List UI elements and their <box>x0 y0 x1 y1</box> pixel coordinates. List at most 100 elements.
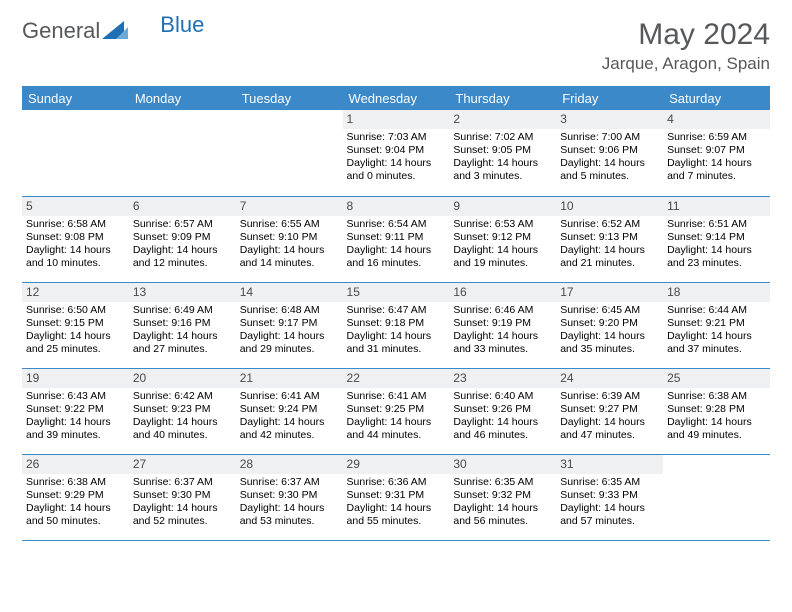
day-details: Sunrise: 6:51 AMSunset: 9:14 PMDaylight:… <box>667 218 766 271</box>
day-details: Sunrise: 6:39 AMSunset: 9:27 PMDaylight:… <box>560 390 659 443</box>
day-number: 8 <box>343 197 450 216</box>
day-details: Sunrise: 6:53 AMSunset: 9:12 PMDaylight:… <box>453 218 552 271</box>
day-cell-21: 21 Sunrise: 6:41 AMSunset: 9:24 PMDayligh… <box>236 368 343 454</box>
empty-cell <box>129 110 236 196</box>
calendar-row: 26Sunrise: 6:38 AMSunset: 9:29 PMDayligh… <box>22 454 770 540</box>
day-details: Sunrise: 7:00 AMSunset: 9:06 PMDaylight:… <box>560 131 659 184</box>
day-details: Sunrise: 6:41 AMSunset: 9:24 PMDaylight:… <box>240 390 339 443</box>
day-number: 1 <box>343 110 450 129</box>
day-number: 17 <box>556 283 663 302</box>
day-details: Sunrise: 6:46 AMSunset: 9:19 PMDaylight:… <box>453 304 552 357</box>
location: Jarque, Aragon, Spain <box>602 54 770 74</box>
day-number: 19 <box>22 369 129 388</box>
day-details: Sunrise: 6:55 AMSunset: 9:10 PMDaylight:… <box>240 218 339 271</box>
day-number: 30 <box>449 455 556 474</box>
day-cell-6: 6Sunrise: 6:57 AMSunset: 9:09 PMDaylight… <box>129 196 236 282</box>
day-details: Sunrise: 6:57 AMSunset: 9:09 PMDaylight:… <box>133 218 232 271</box>
day-details: Sunrise: 6:54 AMSunset: 9:11 PMDaylight:… <box>347 218 446 271</box>
day-number: 25 <box>663 369 770 388</box>
day-number: 31 <box>556 455 663 474</box>
logo-text-2: Blue <box>160 12 204 38</box>
day-details: Sunrise: 6:43 AMSunset: 9:22 PMDaylight:… <box>26 390 125 443</box>
empty-cell <box>663 454 770 540</box>
day-number: 15 <box>343 283 450 302</box>
calendar-row: 12 Sunrise: 6:50 AMSunset: 9:15 PMDayligh… <box>22 282 770 368</box>
day-header-wednesday: Wednesday <box>343 87 450 111</box>
day-number: 26 <box>22 455 129 474</box>
day-number: 21 <box>236 369 343 388</box>
logo-text-1: General <box>22 18 100 44</box>
day-cell-14: 14 Sunrise: 6:48 AMSunset: 9:17 PMDayligh… <box>236 282 343 368</box>
empty-cell <box>236 110 343 196</box>
day-cell-19: 19 Sunrise: 6:43 AMSunset: 9:22 PMDayligh… <box>22 368 129 454</box>
day-number: 27 <box>129 455 236 474</box>
day-details: Sunrise: 7:03 AMSunset: 9:04 PMDaylight:… <box>347 131 446 184</box>
calendar: SundayMondayTuesdayWednesdayThursdayFrid… <box>22 86 770 541</box>
day-cell-15: 15 Sunrise: 6:47 AMSunset: 9:18 PMDayligh… <box>343 282 450 368</box>
day-cell-22: 22 Sunrise: 6:41 AMSunset: 9:25 PMDayligh… <box>343 368 450 454</box>
calendar-body: 1 Sunrise: 7:03 AMSunset: 9:04 PMDaylight… <box>22 110 770 540</box>
day-number: 28 <box>236 455 343 474</box>
day-cell-10: 10Sunrise: 6:52 AMSunset: 9:13 PMDayligh… <box>556 196 663 282</box>
day-details: Sunrise: 6:47 AMSunset: 9:18 PMDaylight:… <box>347 304 446 357</box>
day-details: Sunrise: 6:48 AMSunset: 9:17 PMDaylight:… <box>240 304 339 357</box>
day-cell-11: 11 Sunrise: 6:51 AMSunset: 9:14 PMDayligh… <box>663 196 770 282</box>
day-cell-16: 16 Sunrise: 6:46 AMSunset: 9:19 PMDayligh… <box>449 282 556 368</box>
logo-triangle-icon <box>102 19 128 44</box>
day-number: 12 <box>22 283 129 302</box>
title-block: May 2024 Jarque, Aragon, Spain <box>602 18 770 74</box>
day-number: 22 <box>343 369 450 388</box>
day-number: 5 <box>22 197 129 216</box>
day-number: 11 <box>663 197 770 216</box>
day-cell-24: 24 Sunrise: 6:39 AMSunset: 9:27 PMDayligh… <box>556 368 663 454</box>
day-details: Sunrise: 6:40 AMSunset: 9:26 PMDaylight:… <box>453 390 552 443</box>
day-details: Sunrise: 6:50 AMSunset: 9:15 PMDaylight:… <box>26 304 125 357</box>
day-number: 9 <box>449 197 556 216</box>
day-number: 14 <box>236 283 343 302</box>
day-cell-25: 25 Sunrise: 6:38 AMSunset: 9:28 PMDayligh… <box>663 368 770 454</box>
day-number: 24 <box>556 369 663 388</box>
day-number: 7 <box>236 197 343 216</box>
day-details: Sunrise: 6:49 AMSunset: 9:16 PMDaylight:… <box>133 304 232 357</box>
day-header-monday: Monday <box>129 87 236 111</box>
day-cell-13: 13Sunrise: 6:49 AMSunset: 9:16 PMDayligh… <box>129 282 236 368</box>
day-cell-31: 31 Sunrise: 6:35 AMSunset: 9:33 PMDayligh… <box>556 454 663 540</box>
month-title: May 2024 <box>602 18 770 52</box>
day-cell-5: 5Sunrise: 6:58 AMSunset: 9:08 PMDaylight… <box>22 196 129 282</box>
day-number: 23 <box>449 369 556 388</box>
day-cell-3: 3 Sunrise: 7:00 AMSunset: 9:06 PMDaylight… <box>556 110 663 196</box>
day-header-saturday: Saturday <box>663 87 770 111</box>
day-cell-27: 27Sunrise: 6:37 AMSunset: 9:30 PMDayligh… <box>129 454 236 540</box>
day-details: Sunrise: 6:37 AMSunset: 9:30 PMDaylight:… <box>240 476 339 529</box>
day-number: 3 <box>556 110 663 129</box>
day-details: Sunrise: 6:45 AMSunset: 9:20 PMDaylight:… <box>560 304 659 357</box>
day-details: Sunrise: 6:35 AMSunset: 9:33 PMDaylight:… <box>560 476 659 529</box>
day-header-friday: Friday <box>556 87 663 111</box>
header: General Blue May 2024 Jarque, Aragon, Sp… <box>22 18 770 74</box>
day-cell-26: 26Sunrise: 6:38 AMSunset: 9:29 PMDayligh… <box>22 454 129 540</box>
day-cell-1: 1 Sunrise: 7:03 AMSunset: 9:04 PMDaylight… <box>343 110 450 196</box>
day-cell-20: 20Sunrise: 6:42 AMSunset: 9:23 PMDayligh… <box>129 368 236 454</box>
day-number: 20 <box>129 369 236 388</box>
empty-cell <box>22 110 129 196</box>
day-details: Sunrise: 6:38 AMSunset: 9:28 PMDaylight:… <box>667 390 766 443</box>
day-number: 16 <box>449 283 556 302</box>
day-cell-9: 9 Sunrise: 6:53 AMSunset: 9:12 PMDaylight… <box>449 196 556 282</box>
day-details: Sunrise: 6:35 AMSunset: 9:32 PMDaylight:… <box>453 476 552 529</box>
day-cell-28: 28 Sunrise: 6:37 AMSunset: 9:30 PMDayligh… <box>236 454 343 540</box>
day-cell-17: 17 Sunrise: 6:45 AMSunset: 9:20 PMDayligh… <box>556 282 663 368</box>
day-number: 29 <box>343 455 450 474</box>
day-cell-29: 29Sunrise: 6:36 AMSunset: 9:31 PMDayligh… <box>343 454 450 540</box>
day-cell-7: 7 Sunrise: 6:55 AMSunset: 9:10 PMDaylight… <box>236 196 343 282</box>
day-details: Sunrise: 6:41 AMSunset: 9:25 PMDaylight:… <box>347 390 446 443</box>
calendar-row: 1 Sunrise: 7:03 AMSunset: 9:04 PMDaylight… <box>22 110 770 196</box>
day-header-row: SundayMondayTuesdayWednesdayThursdayFrid… <box>22 87 770 111</box>
calendar-row: 5Sunrise: 6:58 AMSunset: 9:08 PMDaylight… <box>22 196 770 282</box>
day-details: Sunrise: 6:44 AMSunset: 9:21 PMDaylight:… <box>667 304 766 357</box>
day-header-sunday: Sunday <box>22 87 129 111</box>
day-details: Sunrise: 6:59 AMSunset: 9:07 PMDaylight:… <box>667 131 766 184</box>
day-header-thursday: Thursday <box>449 87 556 111</box>
day-cell-4: 4 Sunrise: 6:59 AMSunset: 9:07 PMDaylight… <box>663 110 770 196</box>
day-details: Sunrise: 7:02 AMSunset: 9:05 PMDaylight:… <box>453 131 552 184</box>
day-number: 4 <box>663 110 770 129</box>
